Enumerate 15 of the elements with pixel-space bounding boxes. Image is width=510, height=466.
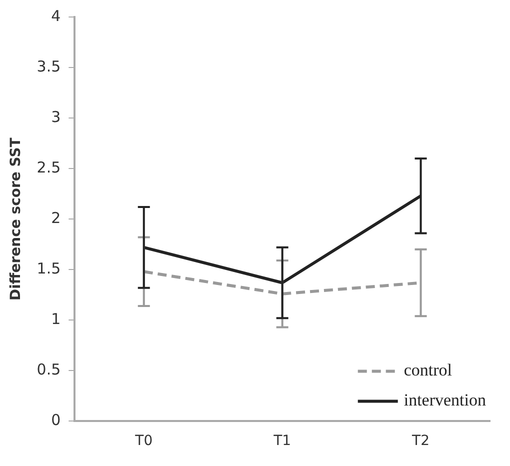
y-tick-label: 4 [51,6,61,25]
legend-label: control [404,360,452,380]
x-tick-label: T2 [411,433,430,450]
x-tick-label: T0 [134,433,153,450]
y-axis-title: Difference score SST [8,137,24,301]
y-tick-label: 2 [51,208,61,227]
y-tick-label: 0 [51,411,61,430]
y-tick-label: 0.5 [36,360,61,379]
y-tick-label: 1 [51,310,61,328]
legend-label: intervention [404,390,486,410]
y-tick-label: 2.5 [36,158,61,176]
x-tick-label: T1 [272,433,292,450]
y-tick-label: 3 [51,108,61,126]
y-tick-label: 3.5 [36,57,61,76]
y-tick-label: 1.5 [36,260,61,278]
